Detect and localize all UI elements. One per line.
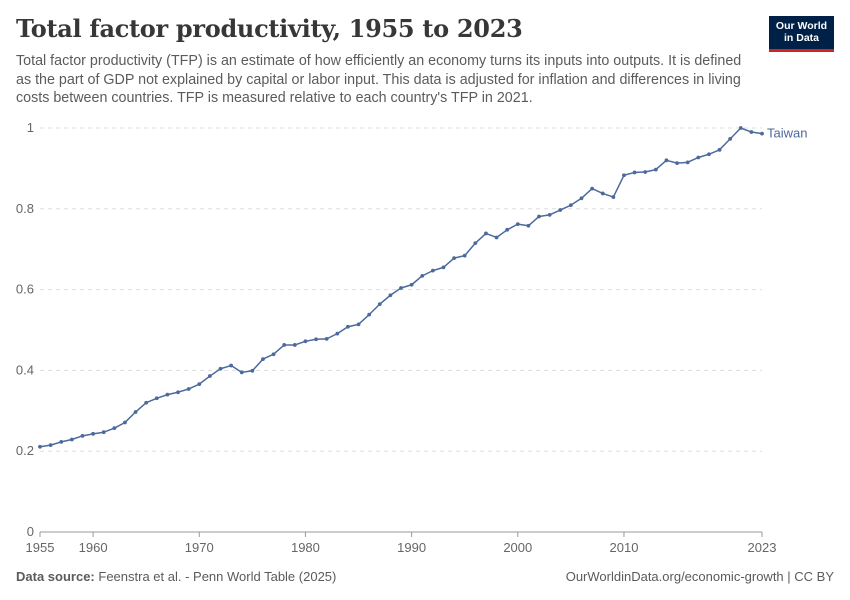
- x-tick-label: 1990: [397, 540, 426, 555]
- y-tick-label: 0: [27, 524, 34, 539]
- data-point[interactable]: [728, 137, 733, 141]
- data-source-text: Feenstra et al. - Penn World Table (2025…: [98, 569, 337, 584]
- data-point[interactable]: [494, 235, 499, 240]
- data-point[interactable]: [558, 208, 563, 212]
- y-tick-label: 0.6: [16, 282, 34, 297]
- x-tick-label: 1970: [185, 540, 214, 555]
- logo-line-1: Our World: [775, 20, 828, 32]
- data-point[interactable]: [643, 170, 648, 174]
- data-point[interactable]: [632, 170, 637, 175]
- data-point[interactable]: [292, 343, 297, 347]
- data-point[interactable]: [590, 186, 595, 191]
- data-point[interactable]: [568, 203, 573, 208]
- data-point[interactable]: [261, 357, 265, 361]
- data-point[interactable]: [388, 293, 393, 298]
- data-point[interactable]: [377, 302, 382, 307]
- x-tick-label: 2023: [748, 540, 777, 555]
- data-point[interactable]: [250, 368, 255, 373]
- data-point[interactable]: [473, 241, 478, 246]
- data-point[interactable]: [218, 366, 223, 371]
- data-source-label: Data source:: [16, 569, 95, 584]
- data-point[interactable]: [749, 130, 754, 134]
- data-point[interactable]: [399, 286, 403, 290]
- data-point[interactable]: [484, 231, 488, 236]
- x-tick-label: 1960: [79, 540, 108, 555]
- x-tick-label: 1980: [291, 540, 320, 555]
- gridlines: [40, 127, 762, 452]
- data-point[interactable]: [282, 343, 287, 347]
- data-point[interactable]: [622, 173, 626, 178]
- logo-line-2: in Data: [783, 32, 819, 44]
- data-point[interactable]: [696, 155, 701, 160]
- footer-link[interactable]: OurWorldinData.org/economic-growth | CC …: [565, 569, 834, 584]
- data-point[interactable]: [664, 158, 669, 163]
- data-point[interactable]: [324, 336, 329, 341]
- x-tick-label: 1955: [26, 540, 55, 555]
- data-point[interactable]: [80, 433, 85, 438]
- data-point[interactable]: [452, 256, 456, 260]
- data-point[interactable]: [441, 265, 446, 270]
- data-point[interactable]: [197, 382, 202, 387]
- data-point[interactable]: [685, 160, 690, 165]
- data-point[interactable]: [356, 322, 361, 327]
- data-point[interactable]: [505, 227, 510, 232]
- data-point[interactable]: [738, 126, 743, 130]
- chart-title: Total factor productivity, 1955 to 2023: [16, 14, 523, 43]
- data-point[interactable]: [409, 282, 414, 287]
- data-point[interactable]: [430, 268, 435, 273]
- data-point[interactable]: [346, 324, 350, 329]
- data-point[interactable]: [314, 337, 318, 342]
- data-point[interactable]: [335, 331, 340, 336]
- data-point[interactable]: [59, 440, 64, 444]
- data-point[interactable]: [611, 195, 616, 199]
- data-point[interactable]: [48, 443, 53, 448]
- data-point[interactable]: [101, 430, 106, 435]
- data-point[interactable]: [144, 400, 149, 405]
- y-tick-label: 0.8: [16, 201, 34, 216]
- y-tick-label: 1: [27, 120, 34, 135]
- data-point[interactable]: [367, 312, 372, 317]
- data-point[interactable]: [515, 222, 520, 227]
- data-point[interactable]: [165, 392, 170, 397]
- owid-logo[interactable]: Our World in Data: [769, 16, 834, 52]
- data-point[interactable]: [91, 431, 95, 436]
- data-point[interactable]: [207, 374, 212, 378]
- x-tick-label: 2000: [503, 540, 532, 555]
- series: Taiwan: [38, 126, 807, 449]
- data-point[interactable]: [579, 196, 584, 201]
- data-point[interactable]: [69, 437, 74, 442]
- data-point[interactable]: [133, 410, 138, 414]
- data-point[interactable]: [600, 191, 605, 196]
- data-point[interactable]: [112, 426, 117, 431]
- data-point[interactable]: [154, 396, 159, 401]
- data-point[interactable]: [239, 370, 244, 375]
- data-point[interactable]: [186, 387, 191, 391]
- chart-subtitle: Total factor productivity (TFP) is an es…: [16, 53, 742, 106]
- data-point[interactable]: [420, 273, 425, 278]
- series-label[interactable]: Taiwan: [767, 126, 807, 141]
- data-point[interactable]: [717, 147, 722, 152]
- axes: 0 0.2 0.4 0.6 0.8 1 1955 1960 1970 1980 1990 2000 20…: [16, 120, 777, 555]
- data-point[interactable]: [760, 131, 764, 136]
- data-source: Data source: Feenstra et al. - Penn Worl…: [16, 569, 336, 584]
- data-point[interactable]: [303, 339, 308, 344]
- x-tick-label: 2010: [610, 540, 639, 555]
- data-point[interactable]: [271, 352, 276, 357]
- data-point[interactable]: [537, 214, 541, 219]
- data-point[interactable]: [526, 223, 531, 228]
- data-point[interactable]: [653, 167, 658, 172]
- y-tick-label: 0.4: [16, 362, 34, 377]
- data-point[interactable]: [675, 161, 679, 166]
- data-point[interactable]: [462, 253, 467, 258]
- data-point[interactable]: [707, 152, 711, 157]
- y-tick-label: 0.2: [16, 443, 34, 458]
- data-point[interactable]: [547, 212, 552, 217]
- data-point[interactable]: [123, 420, 127, 425]
- data-point[interactable]: [229, 363, 234, 368]
- data-point[interactable]: [38, 444, 42, 449]
- data-point[interactable]: [176, 390, 180, 395]
